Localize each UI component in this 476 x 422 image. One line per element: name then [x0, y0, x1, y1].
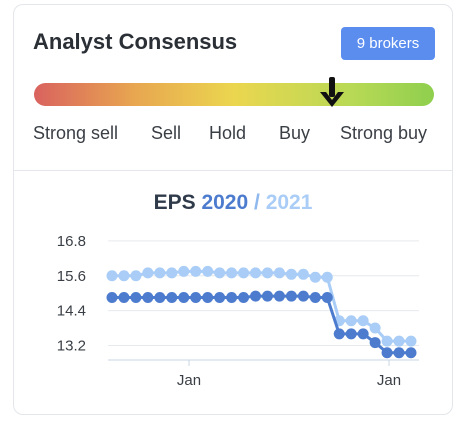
- data-point-2021: [238, 267, 250, 279]
- data-point-2020: [321, 292, 333, 304]
- data-point-2021: [166, 267, 178, 279]
- data-point-2021: [285, 268, 297, 280]
- data-point-2020: [381, 347, 393, 359]
- arrow-down-icon: [320, 77, 344, 107]
- data-point-2020: [118, 292, 130, 304]
- data-point-2021: [273, 267, 285, 279]
- data-point-2020: [178, 292, 190, 304]
- data-point-2021: [106, 270, 118, 282]
- data-point-2020: [345, 328, 357, 340]
- data-point-2021: [405, 335, 417, 347]
- data-point-2021: [297, 268, 309, 280]
- data-point-2020: [130, 292, 142, 304]
- data-point-2020: [226, 292, 238, 304]
- data-point-2021: [250, 267, 262, 279]
- data-point-2021: [369, 322, 381, 334]
- data-point-2021: [357, 315, 369, 327]
- data-point-2021: [393, 335, 405, 347]
- data-point-2021: [309, 271, 321, 283]
- data-point-2021: [190, 265, 202, 277]
- gauge-label-strong-sell: Strong sell: [33, 123, 119, 143]
- data-point-2020: [142, 292, 154, 304]
- data-point-2020: [261, 290, 273, 302]
- analyst-consensus-card: Analyst Consensus 9 brokers Strong sell …: [13, 4, 453, 415]
- chart-title-year-2021: 2021: [265, 191, 313, 214]
- data-point-2020: [393, 347, 405, 359]
- gauge-label-strong-buy: Strong buy: [340, 123, 428, 143]
- chart-title: EPS 2020 / 2021: [14, 191, 452, 215]
- data-point-2020: [333, 328, 345, 340]
- gauge-label-sell: Sell: [151, 123, 182, 143]
- data-point-2020: [106, 292, 118, 304]
- data-point-2021: [118, 270, 130, 282]
- data-point-2020: [405, 347, 417, 359]
- data-point-2021: [345, 315, 357, 327]
- card-divider: [14, 170, 452, 171]
- data-point-2020: [250, 290, 262, 302]
- data-point-2021: [261, 267, 273, 279]
- data-point-2020: [273, 290, 285, 302]
- chart-title-prefix: EPS: [153, 191, 196, 214]
- data-point-2020: [154, 292, 166, 304]
- data-point-2021: [321, 271, 333, 283]
- data-point-2021: [142, 267, 154, 279]
- data-point-2021: [154, 267, 166, 279]
- data-point-2020: [297, 290, 309, 302]
- data-point-2020: [238, 292, 250, 304]
- x-tick-label: Jan: [377, 372, 401, 389]
- data-point-2021: [214, 267, 226, 279]
- gauge-label-buy: Buy: [279, 123, 311, 143]
- data-point-2020: [202, 292, 214, 304]
- card-title: Analyst Consensus: [33, 29, 238, 54]
- y-tick-label: 13.2: [57, 337, 86, 354]
- y-tick-label: 15.6: [57, 268, 86, 285]
- x-tick-label: Jan: [177, 372, 201, 389]
- data-point-2020: [214, 292, 226, 304]
- chart-title-year-2020: 2020: [201, 191, 249, 214]
- data-point-2020: [369, 337, 381, 349]
- data-point-2021: [130, 270, 142, 282]
- data-point-2021: [178, 265, 190, 277]
- data-point-2020: [309, 292, 321, 304]
- y-tick-label: 16.8: [57, 233, 86, 250]
- gauge-labels: Strong sell Sell Hold Buy Strong buy: [14, 123, 452, 149]
- y-tick-label: 14.4: [57, 303, 86, 320]
- data-point-2020: [285, 290, 297, 302]
- data-point-2021: [226, 267, 238, 279]
- eps-line-chart: 16.8 15.6 14.4 13.2 Jan Jan: [57, 233, 419, 389]
- data-point-2020: [357, 328, 369, 340]
- chart-title-separator: /: [254, 191, 260, 214]
- gauge-label-hold: Hold: [209, 123, 247, 143]
- data-point-2021: [381, 335, 393, 347]
- data-point-2021: [202, 265, 214, 277]
- data-point-2020: [166, 292, 178, 304]
- data-point-2020: [190, 292, 202, 304]
- brokers-badge[interactable]: 9 brokers: [341, 27, 435, 60]
